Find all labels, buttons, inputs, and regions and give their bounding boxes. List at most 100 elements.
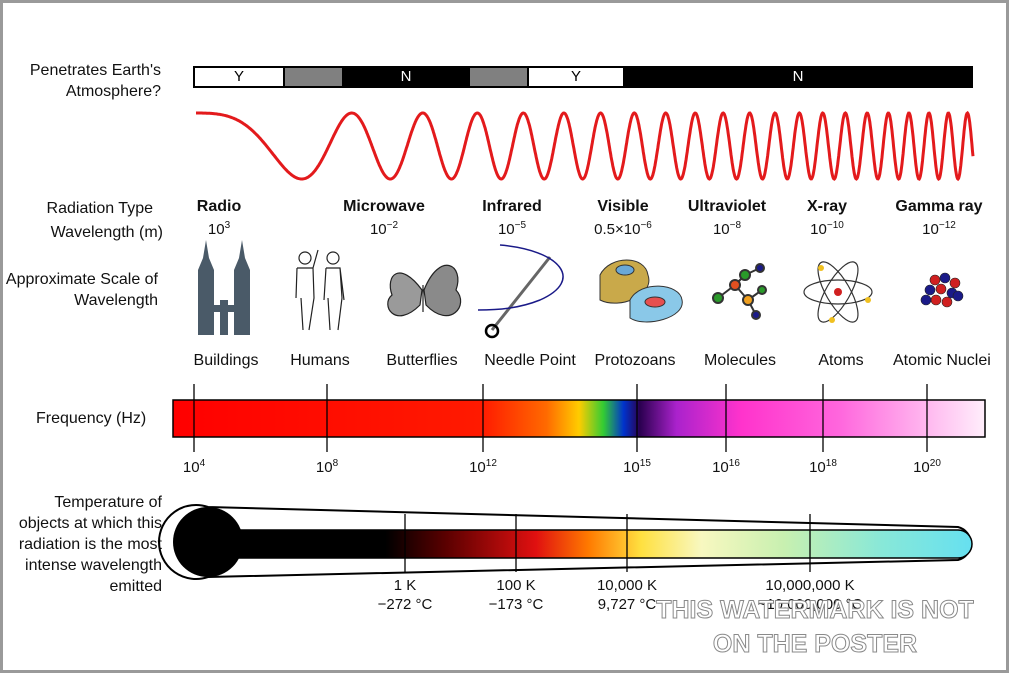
radiation-type-name: Visible <box>597 198 649 215</box>
scale-label: Approximate Scale of Wavelength <box>5 271 158 309</box>
atmosphere-segment: Y <box>527 66 625 88</box>
radiation-type-label: Radiation Type <box>46 200 153 217</box>
wavelength-exponent: −10 <box>826 220 844 231</box>
wavelength-base: 10 <box>623 221 641 238</box>
wavelength-exponent: −6 <box>640 220 652 231</box>
frequency-tick-base: 10 <box>809 459 826 476</box>
scale-label-molecules: Molecules <box>703 352 777 369</box>
frequency-tick-exponent: 12 <box>485 458 497 469</box>
frequency-tick-label: 104 <box>154 458 234 476</box>
frequency-tick-base: 10 <box>182 459 200 476</box>
temperature-celsius: −173 °C <box>488 596 544 613</box>
radiation-type-name: Microwave <box>343 198 425 215</box>
buildings-icon <box>198 240 250 335</box>
temperature-kelvin: 10,000,000 K <box>765 577 855 594</box>
temperature-tick-label: 1 K −272 °C <box>335 576 475 614</box>
temperature-tick-label: 100 K −173 °C <box>446 576 586 614</box>
frequency-tick-label: 1015 <box>597 458 677 476</box>
wavelength-prefix: 0.5× <box>594 221 624 238</box>
atmosphere-segment: Y <box>193 66 285 88</box>
radiation-type-name: Radio <box>196 198 242 215</box>
frequency-tick-exponent: 4 <box>199 458 206 469</box>
protozoan-icon <box>599 259 683 323</box>
radiation-type-name: Gamma ray <box>895 198 983 215</box>
frequency-tick-exponent: 18 <box>825 458 837 469</box>
wavelength-exponent: −12 <box>938 220 956 231</box>
nucleus-icon <box>920 272 964 308</box>
scale-label-humans: Humans <box>290 352 350 369</box>
wavelength-value: 103 <box>159 220 279 238</box>
wavelength-exponent: −8 <box>729 220 742 231</box>
wavelength-exponent: −5 <box>514 220 527 231</box>
humans-icon <box>295 249 345 331</box>
wavelength-exponent: −2 <box>386 220 399 231</box>
temperature-celsius: ~10,000,000 °C <box>757 596 863 613</box>
wavelength-value: 10−5 <box>452 220 572 238</box>
atmosphere-label: Penetrates Earth's Atmosphere? <box>29 62 161 100</box>
thermometer-tube <box>219 529 973 559</box>
wavelength-value: 10−8 <box>667 220 787 238</box>
radiation-type-name: Ultraviolet <box>687 198 767 215</box>
frequency-tick-base: 10 <box>469 459 486 476</box>
frequency-tick-base: 10 <box>913 459 930 476</box>
thermometer-bulb <box>173 507 243 577</box>
frequency-tick-base: 10 <box>315 459 333 476</box>
frequency-tick-label: 108 <box>287 458 367 476</box>
wavelength-value: 10−2 <box>324 220 444 238</box>
frequency-tick-label: 1020 <box>887 458 967 476</box>
scale-label-buildings: Buildings <box>193 352 259 369</box>
temperature-celsius: 9,727 °C <box>597 596 657 613</box>
wavelength-exponent: 3 <box>224 220 231 231</box>
temperature-kelvin: 1 K <box>393 577 417 594</box>
butterfly-icon <box>387 264 462 317</box>
wavelength-label: Wavelength (m) <box>50 224 163 241</box>
wavelength-base: 10 <box>207 221 225 238</box>
atmosphere-segment: N <box>623 66 973 88</box>
em-wave <box>196 110 975 182</box>
scale-label-protozoans: Protozoans <box>594 352 676 369</box>
radiation-type-name: X-ray <box>806 198 848 215</box>
atmosphere-segment-label: N <box>400 68 412 85</box>
wavelength-value: 0.5×10−6 <box>563 220 683 238</box>
temperature-kelvin: 10,000 K <box>596 577 658 594</box>
frequency-tick-exponent: 20 <box>929 458 941 469</box>
molecule-icon <box>712 263 767 320</box>
frequency-bar <box>172 399 986 438</box>
frequency-tick-label: 1018 <box>783 458 863 476</box>
wavelength-value: 10−10 <box>767 220 887 238</box>
wavelength-base: 10 <box>369 221 387 238</box>
temperature-kelvin: 100 K <box>496 577 536 594</box>
wavelength-value: 10−12 <box>879 220 999 238</box>
temperature-celsius: −272 °C <box>377 596 433 613</box>
watermark-line-2: ON THE POSTER <box>712 630 918 659</box>
temperature-tick-label: 10,000,000 K ~10,000,000 °C <box>740 576 880 614</box>
frequency-tick-base: 10 <box>712 459 729 476</box>
scale-label-needle-point: Needle Point <box>484 352 576 369</box>
scale-label-atoms: Atoms <box>818 352 864 369</box>
watermark-line-1: THIS WATERMARK IS NOT <box>656 596 975 625</box>
frequency-tick-label: 1012 <box>443 458 523 476</box>
atmosphere-segment: N <box>342 66 470 88</box>
temperature-label: Temperature of objects at which this rad… <box>18 494 162 595</box>
scale-label-butterflies: Butterflies <box>386 352 458 369</box>
atmosphere-segment-label: Y <box>233 68 244 85</box>
frequency-label: Frequency (Hz) <box>36 410 147 427</box>
atmosphere-segment-label: N <box>792 68 804 85</box>
frequency-tick-base: 10 <box>623 459 640 476</box>
wavelength-base: 10 <box>497 221 515 238</box>
wavelength-base: 10 <box>712 221 730 238</box>
atmosphere-segment-label: Y <box>570 68 581 85</box>
needle-icon <box>477 244 564 339</box>
wavelength-base: 10 <box>922 221 939 238</box>
radiation-type-name: Infrared <box>482 198 542 215</box>
frequency-tick-exponent: 16 <box>728 458 740 469</box>
frequency-tick-exponent: 8 <box>332 458 339 469</box>
frequency-tick-label: 1016 <box>686 458 766 476</box>
scale-label-atomic-nuclei: Atomic Nuclei <box>893 352 991 369</box>
wavelength-base: 10 <box>810 221 827 238</box>
temperature-tick-label: 10,000 K 9,727 °C <box>557 576 697 614</box>
atom-icon <box>803 261 873 323</box>
frequency-tick-exponent: 15 <box>639 458 651 469</box>
